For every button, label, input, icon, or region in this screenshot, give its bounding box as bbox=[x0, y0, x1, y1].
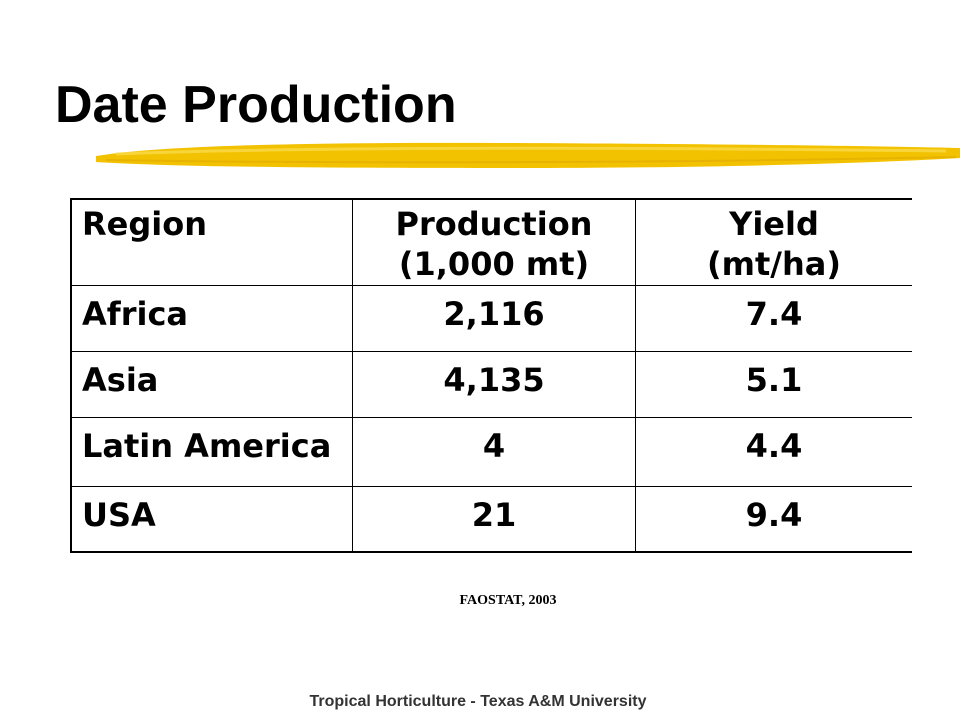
cell-production: 2,116 bbox=[352, 284, 636, 352]
table-row: Latin America 4 4.4 bbox=[70, 416, 912, 487]
table-row: Africa 2,116 7.4 bbox=[70, 284, 912, 352]
date-production-table: Region Production (1,000 mt) Yield (mt/h… bbox=[70, 198, 912, 553]
cell-region: Africa bbox=[70, 284, 353, 352]
header-yield: Yield (mt/ha) bbox=[635, 198, 912, 286]
cell-region: Asia bbox=[70, 350, 353, 418]
slide-title: Date Production bbox=[55, 76, 457, 134]
cell-yield: 5.1 bbox=[635, 350, 912, 418]
cell-production: 4,135 bbox=[352, 350, 636, 418]
header-production-unit: (1,000 mt) bbox=[398, 245, 590, 283]
header-production-label: Production bbox=[395, 205, 593, 243]
cell-yield: 4.4 bbox=[635, 416, 912, 487]
cell-production: 4 bbox=[352, 416, 636, 487]
footer-text: Tropical Horticulture - Texas A&M Univer… bbox=[309, 693, 647, 710]
header-region: Region bbox=[70, 198, 353, 286]
header-yield-unit: (mt/ha) bbox=[707, 245, 841, 283]
header-yield-label: Yield bbox=[729, 205, 819, 243]
source-citation: FAOSTAT, 2003 bbox=[459, 593, 557, 608]
cell-region: USA bbox=[70, 485, 353, 553]
title-underline-brush-stroke bbox=[96, 142, 960, 168]
cell-production: 21 bbox=[352, 485, 636, 553]
cell-yield: 7.4 bbox=[635, 284, 912, 352]
header-production: Production (1,000 mt) bbox=[352, 198, 636, 286]
cell-region: Latin America bbox=[70, 416, 353, 487]
cell-yield: 9.4 bbox=[635, 485, 912, 553]
table-header-row: Region Production (1,000 mt) Yield (mt/h… bbox=[70, 198, 912, 286]
header-region-label: Region bbox=[82, 205, 207, 243]
table-row: Asia 4,135 5.1 bbox=[70, 350, 912, 418]
table-row: USA 21 9.4 bbox=[70, 485, 912, 553]
